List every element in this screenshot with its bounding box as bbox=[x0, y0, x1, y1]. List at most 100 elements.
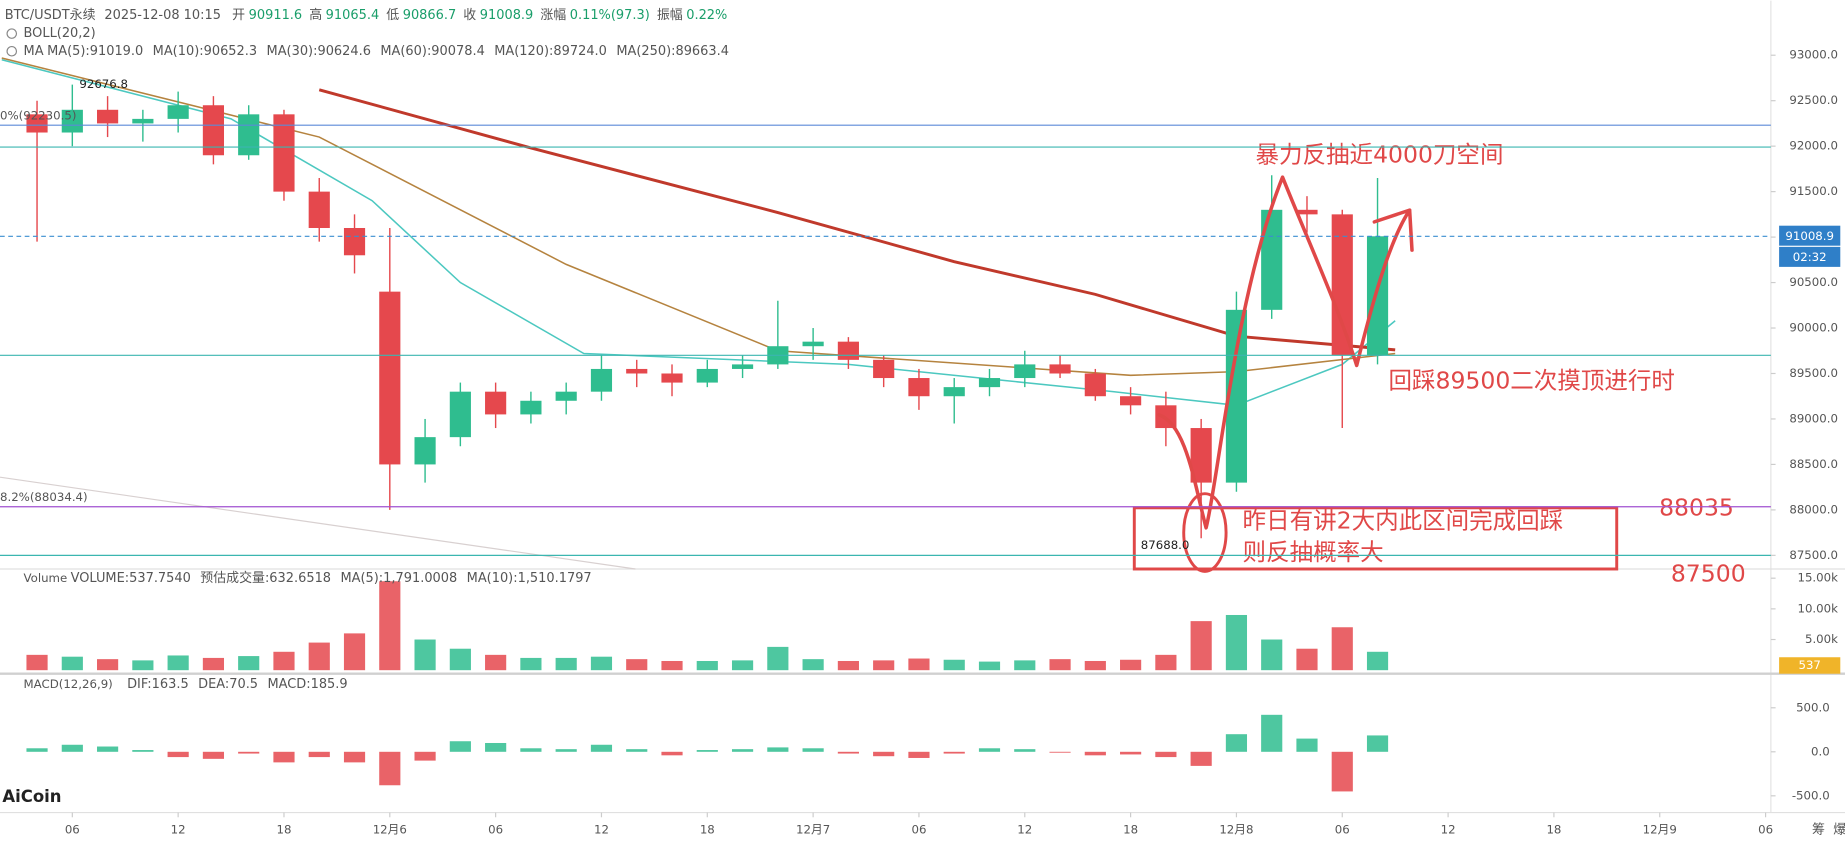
volume-bar bbox=[978, 661, 1001, 671]
x-tick-label: 12月6 bbox=[373, 823, 407, 837]
annotation: 88035 bbox=[1659, 493, 1734, 521]
macd-bar bbox=[485, 742, 507, 752]
candle-body bbox=[379, 291, 401, 465]
x-tick-label: 06 bbox=[911, 823, 926, 837]
candle-body bbox=[1225, 309, 1248, 483]
y-tick-label: 93000.0 bbox=[1789, 48, 1838, 62]
toolbar-button[interactable]: 筹 bbox=[1812, 822, 1825, 838]
quote-label: 收 bbox=[463, 7, 476, 22]
y-tick-label: 89000.0 bbox=[1789, 411, 1838, 425]
candle-body bbox=[1261, 209, 1283, 310]
candle-body bbox=[414, 437, 436, 465]
x-tick-label: 12 bbox=[594, 823, 609, 837]
macd-bar bbox=[837, 751, 859, 754]
candle-body bbox=[61, 109, 83, 133]
volume-bar bbox=[273, 651, 295, 671]
panel-title: Volume bbox=[24, 571, 68, 585]
candle-body bbox=[1049, 364, 1071, 374]
annotation: 87500 bbox=[1671, 559, 1746, 587]
toolbar-button[interactable]: 爆 bbox=[1833, 823, 1845, 838]
volume-bar bbox=[837, 660, 859, 671]
quote-value: 91065.4 bbox=[326, 7, 380, 22]
x-tick-label: 18 bbox=[1123, 823, 1138, 837]
high-label: 92676.8 bbox=[79, 77, 128, 91]
fib-label: 0%(92230.5) bbox=[0, 108, 76, 122]
volume-bar bbox=[1155, 654, 1177, 671]
countdown: 02:32 bbox=[1793, 250, 1827, 264]
volume-bar bbox=[626, 659, 648, 671]
macd-bar bbox=[308, 751, 330, 758]
macd-bar bbox=[1225, 734, 1248, 752]
fib-label: 8.2%(88034.4) bbox=[0, 490, 88, 504]
y-tick-label: 90000.0 bbox=[1789, 321, 1838, 335]
candle-body bbox=[1190, 428, 1212, 483]
macd-bar bbox=[1120, 751, 1142, 755]
x-tick-label: 12 bbox=[171, 823, 186, 837]
volume-bar bbox=[308, 642, 330, 671]
candle-body bbox=[1084, 373, 1106, 397]
ma-label[interactable]: MA bbox=[24, 44, 44, 59]
price-box bbox=[1779, 225, 1841, 246]
macd-bar bbox=[132, 750, 154, 752]
macd-bar bbox=[1296, 738, 1318, 752]
volume-marker: 537 bbox=[1798, 658, 1820, 672]
y-tick-label: 90500.0 bbox=[1789, 275, 1838, 289]
symbol: BTC/USDT永续 bbox=[5, 7, 96, 22]
legend-item: MA(120):89724.0 bbox=[494, 44, 607, 59]
macd-bar bbox=[202, 751, 225, 759]
volume-bar bbox=[1261, 639, 1283, 671]
macd-bar bbox=[1190, 751, 1212, 766]
macd-bar bbox=[273, 751, 295, 763]
volume-bar bbox=[167, 655, 189, 671]
candle-body bbox=[343, 227, 366, 256]
volume-bar bbox=[485, 654, 507, 671]
x-tick-label: 12 bbox=[1017, 823, 1032, 837]
candle-body bbox=[1296, 209, 1318, 215]
boll-label[interactable]: BOLL(20,2) bbox=[24, 26, 96, 41]
toggle-icon[interactable] bbox=[6, 28, 18, 39]
x-tick-label: 12月7 bbox=[796, 823, 830, 837]
legend-item: MACD:185.9 bbox=[267, 677, 347, 692]
volume-bar bbox=[1120, 659, 1142, 671]
macd-bar bbox=[449, 741, 471, 752]
x-tick-label: 06 bbox=[1335, 823, 1350, 837]
y-tick-label: 15.00k bbox=[1797, 571, 1838, 585]
volume-bar bbox=[379, 581, 401, 671]
quote-value: 90911.6 bbox=[249, 7, 302, 22]
macd-bar bbox=[626, 749, 648, 752]
legend-item: VOLUME:537.7540 bbox=[71, 571, 191, 586]
time: 2025-12-08 10:15 bbox=[104, 7, 221, 22]
volume-bar bbox=[1049, 659, 1071, 671]
candle-body bbox=[485, 391, 507, 415]
volume-bar bbox=[1296, 648, 1318, 671]
volume-bar bbox=[767, 646, 789, 671]
x-tick-label: 12 bbox=[1441, 823, 1456, 837]
macd-bar bbox=[696, 750, 718, 752]
legend-item: MA(250):89663.4 bbox=[616, 44, 729, 59]
volume-bar bbox=[343, 633, 366, 671]
volume-bar bbox=[908, 658, 930, 671]
candle-body bbox=[626, 368, 648, 374]
legend-item: DIF:163.5 bbox=[127, 677, 189, 692]
candle-body bbox=[273, 114, 295, 192]
candle-body bbox=[1120, 396, 1142, 406]
macd-bar bbox=[167, 751, 189, 758]
x-tick-label: 06 bbox=[1758, 823, 1773, 837]
y-tick-label: -500.0 bbox=[1792, 788, 1830, 802]
toggle-icon[interactable] bbox=[6, 45, 18, 57]
y-tick-label: 88500.0 bbox=[1789, 457, 1838, 471]
macd-bar bbox=[661, 751, 683, 756]
ma-line bbox=[1, 59, 1396, 407]
macd-bar bbox=[414, 751, 436, 761]
volume-bar bbox=[26, 654, 48, 671]
macd-bar bbox=[379, 751, 401, 786]
volume-bar bbox=[61, 656, 83, 671]
legend-item: MA(10):1,510.1797 bbox=[467, 571, 592, 586]
candle-body bbox=[978, 378, 1001, 388]
macd-bar bbox=[767, 747, 789, 752]
volume-bar bbox=[238, 656, 260, 671]
legend-item: 预估成交量:632.6518 bbox=[200, 570, 331, 586]
quote-value: 91008.9 bbox=[480, 7, 534, 22]
volume-bar bbox=[1331, 627, 1353, 671]
